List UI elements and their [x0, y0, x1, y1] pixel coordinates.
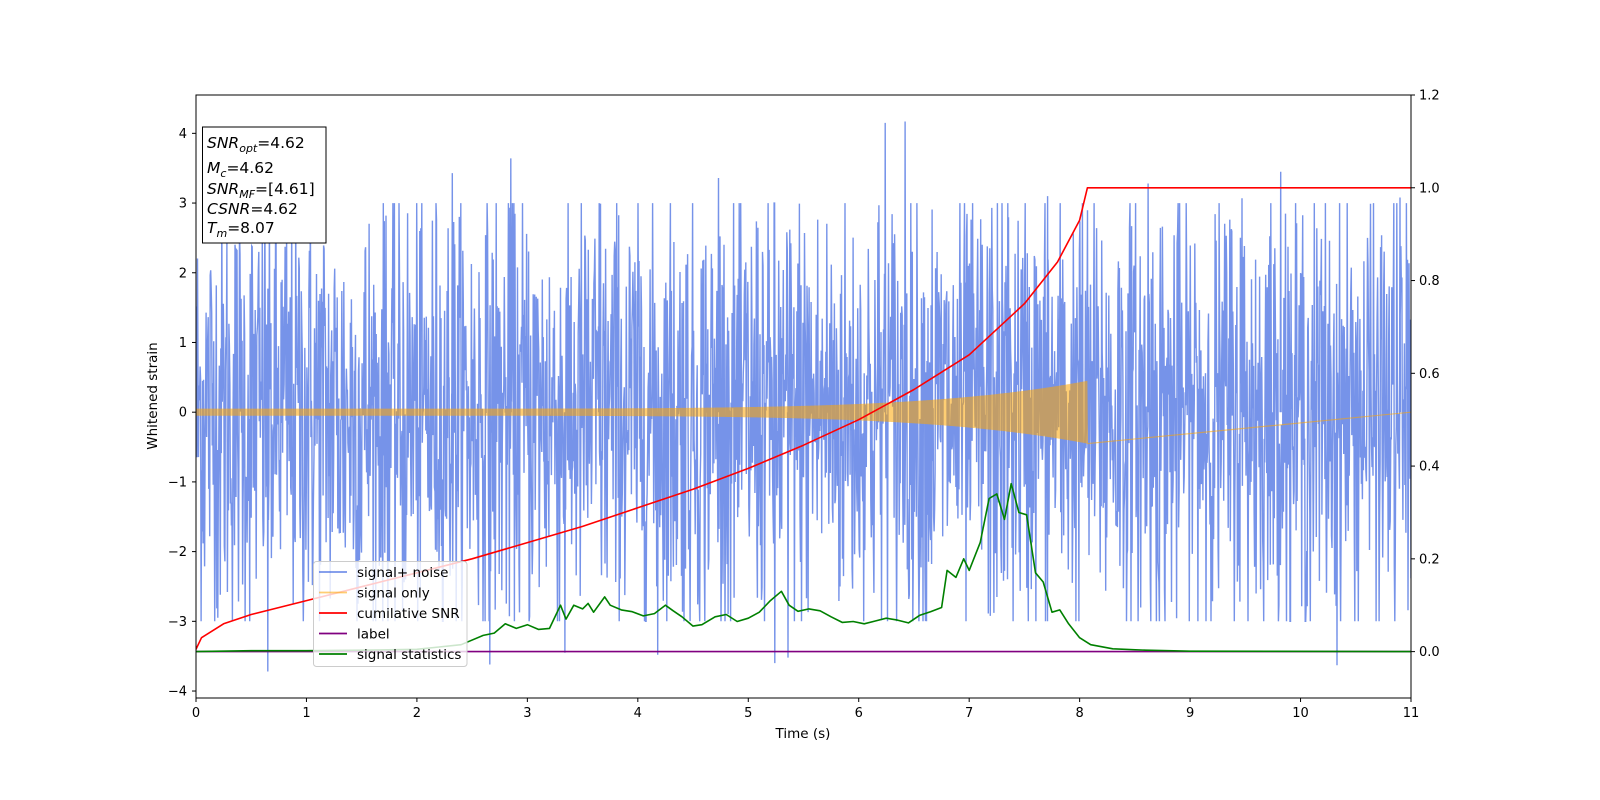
y-right-tick-label: 0.6	[1419, 367, 1440, 382]
x-tick-label: 2	[413, 706, 421, 721]
y-left-tick-label: −3	[168, 615, 187, 630]
y-right-tick-label: 0.0	[1419, 645, 1440, 660]
info-line-symbol: SNR	[207, 180, 239, 198]
info-line-value: =4.62	[257, 134, 305, 152]
series-signal-noise	[196, 121, 1411, 672]
info-box-frame	[202, 126, 327, 244]
info-line: Mc=4.62	[207, 159, 274, 180]
x-tick-label: 4	[634, 706, 642, 721]
info-line-subscript: opt	[239, 142, 258, 155]
x-tick-label: 6	[855, 706, 863, 721]
info-box: SNRopt=4.62Mc=4.62SNRMF=[4.61]CSNR=4.62T…	[202, 126, 327, 244]
legend-label: cumilative SNR	[357, 606, 460, 622]
y-left-tick-label: 0	[179, 406, 187, 421]
series-cumilative-snr	[196, 187, 1411, 650]
info-line-symbol: SNR	[207, 134, 239, 152]
legend-label: signal+ noise	[357, 565, 448, 581]
y-left-tick-label: −4	[168, 685, 187, 700]
legend-label: signal statistics	[357, 647, 461, 663]
legend-frame	[313, 561, 468, 667]
info-line-subscript: c	[220, 167, 226, 180]
info-line: SNRopt=4.62	[207, 134, 305, 155]
x-axis-label: Time (s)	[775, 726, 831, 742]
x-tick-label: 0	[192, 706, 200, 721]
y-right-tick-label: 0.2	[1419, 552, 1440, 567]
legend-label: label	[357, 626, 390, 642]
x-tick-label: 9	[1186, 706, 1194, 721]
x-tick-label: 3	[523, 706, 531, 721]
info-line-value: =8.07	[227, 219, 275, 237]
x-tick-label: 8	[1075, 706, 1083, 721]
x-tick-label: 7	[965, 706, 973, 721]
info-line: CSNR=4.62	[207, 200, 298, 218]
info-line-subscript: m	[216, 227, 227, 240]
y-right-tick-label: 0.4	[1419, 460, 1440, 475]
series-signal-statistics	[196, 482, 1411, 653]
info-line-subscript: MF	[239, 188, 255, 201]
legend-label: signal only	[357, 585, 430, 601]
x-tick-label: 11	[1403, 706, 1420, 721]
y-left-tick-label: 3	[179, 197, 187, 212]
info-line-symbol: M	[207, 159, 220, 177]
info-line-value: =4.62	[226, 159, 274, 177]
y-right-tick-label: 1.0	[1419, 181, 1440, 196]
info-line-value: =[4.61]	[255, 180, 315, 198]
y-left-tick-label: −2	[168, 545, 187, 560]
legend: signal+ noise signal only cumilative SNR la…	[313, 561, 468, 667]
x-tick-label: 10	[1292, 706, 1309, 721]
info-line: SNRMF=[4.61]	[207, 180, 315, 201]
series-signal-only	[196, 380, 1411, 445]
y-left-tick-label: 1	[179, 336, 187, 351]
y-right-tick-label: 0.8	[1419, 274, 1440, 289]
plot-frame	[195, 94, 1412, 699]
info-line-symbol: CSNR	[207, 200, 250, 218]
info-line-symbol: T	[207, 219, 218, 237]
y-left-tick-label: 2	[179, 266, 187, 281]
y-left-tick-label: −1	[168, 475, 187, 490]
info-line: Tm=8.07	[207, 219, 275, 240]
y-right-tick-label: 1.2	[1419, 89, 1440, 104]
x-tick-label: 5	[744, 706, 752, 721]
y-axis-label: Whitened strain	[145, 342, 161, 449]
y-axis-right: 0.0 0.2 0.4 0.6 0.8 1.0 1.2	[1411, 89, 1440, 660]
info-line-value: =4.62	[250, 200, 298, 218]
y-axis-left: −4 −3 −2 −1 0 1 2 3 4	[168, 127, 196, 700]
y-left-tick-label: 4	[179, 127, 187, 142]
x-tick-label: 1	[302, 706, 310, 721]
x-axis: 0 1 2 3 4 5 6 7 8 9 10 11	[192, 698, 1419, 721]
